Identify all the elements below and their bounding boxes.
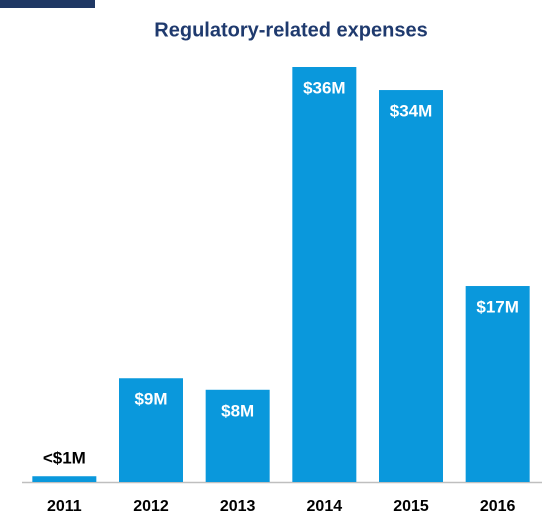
chart-title: Regulatory-related expenses [154,19,427,41]
value-label: $34M [390,102,433,121]
value-label: $17M [476,298,519,317]
value-label: <$1M [43,449,86,468]
bar [32,476,97,482]
bar [379,90,443,483]
x-tick-label: 2013 [220,498,256,515]
bar [119,378,183,482]
bar [205,389,270,482]
x-tick-label: 2014 [307,498,343,515]
x-tick-label: 2011 [47,498,82,515]
x-tick-label: 2015 [393,498,429,515]
bar [465,286,530,482]
value-label: $9M [134,390,167,409]
x-tick-label: 2012 [133,498,169,515]
value-label: $8M [221,401,254,420]
x-tick-label: 2016 [480,498,516,515]
bar [292,67,357,482]
header-band [0,0,95,8]
value-label: $36M [303,78,346,97]
